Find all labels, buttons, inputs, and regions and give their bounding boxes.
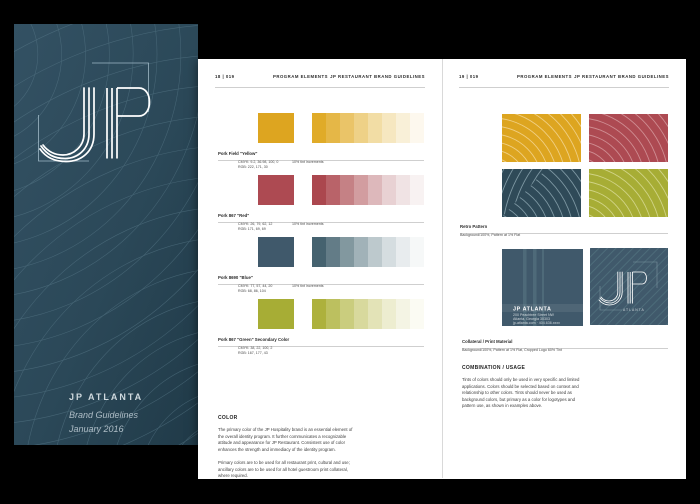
svg-text:jp-atlanta.com · 404.636.xxxx: jp-atlanta.com · 404.636.xxxx [512,321,560,325]
svg-text:ATLANTA: ATLANTA [623,308,645,312]
svg-text:JP ATLANTA: JP ATLANTA [513,307,551,313]
